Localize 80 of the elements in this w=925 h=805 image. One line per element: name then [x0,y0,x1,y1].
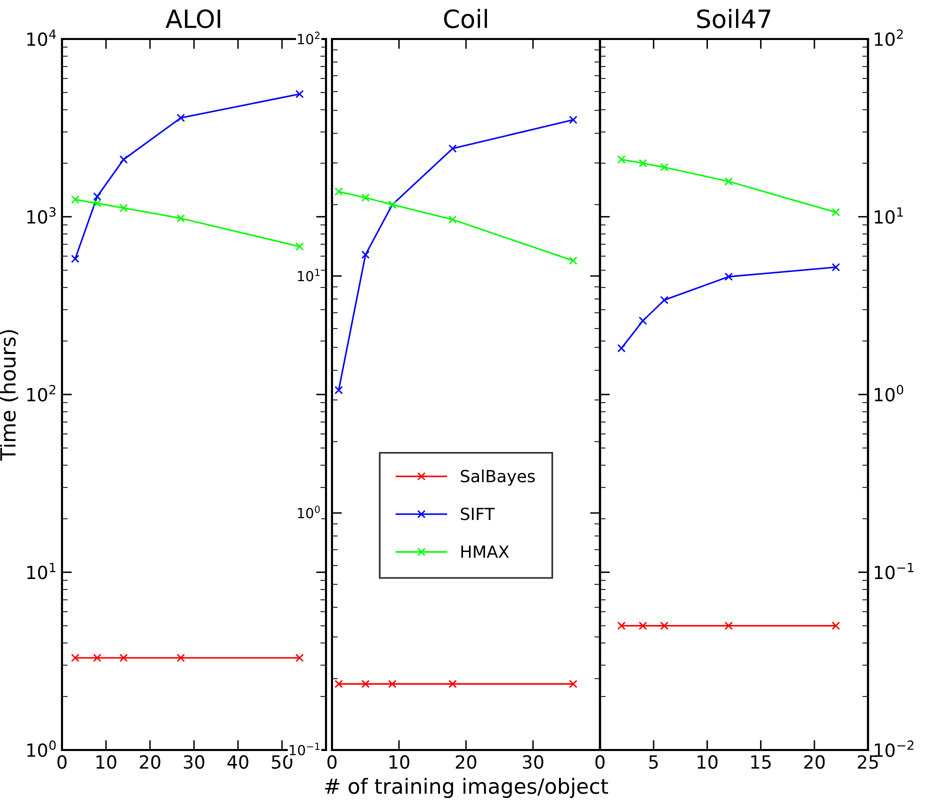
point [119,155,128,164]
point [93,199,102,208]
point [334,187,343,196]
x-tick-label: 25 [858,755,878,769]
point [448,215,457,224]
legend-label: SalBayes [460,470,535,486]
point [569,116,578,124]
point [638,316,648,325]
point [295,654,304,662]
x-tick-label: 40 [227,755,248,769]
y-tick-label: 10$^{3}$ [27,207,56,224]
y-tick-label: 10$^{2}$ [298,32,320,44]
y-tick-label: 10$^{2}$ [27,384,56,402]
point [724,622,733,630]
point [334,386,343,394]
point [724,177,733,186]
point [334,680,343,688]
point [832,622,840,630]
y2-tick-label: 10$^{2}$ [874,29,903,46]
y-axis-title: Time (hours) [0,330,18,461]
point [361,250,370,259]
point [361,194,370,202]
y-tick-label: 10$^{0}$ [298,506,320,518]
y2-tick-label: 10$^{0}$ [874,384,904,402]
point [660,622,668,630]
x-tick-label: 5 [649,755,658,769]
point [93,654,102,662]
point [638,622,648,630]
y-tick-label: 10$^{−1}$ [290,742,320,756]
point [176,114,185,122]
point [448,144,457,153]
legend-label: HMAX [461,546,509,558]
point [176,654,185,662]
point [71,195,80,204]
point [569,256,578,265]
legend-label: SIFT [460,508,495,520]
point [617,155,626,164]
x-tick-label: 30 [522,755,544,769]
y-tick-label: 10$^{4}$ [27,30,56,46]
x-tick-label: 0 [57,755,67,769]
point [638,159,648,168]
y2-tick-label: 10$^{1}$ [874,207,903,224]
x-tick-label: 20 [140,755,160,769]
point [832,263,840,272]
chart-title: Soil47 [697,8,770,28]
point [832,208,840,216]
point [295,242,304,251]
point [176,214,185,222]
point [660,296,668,304]
y-tick-label: 10$^{1}$ [298,268,320,282]
point [93,192,102,201]
x-tick-label: 0 [327,755,337,769]
point [71,654,80,662]
point [724,272,733,281]
point [119,204,128,212]
point [361,680,370,688]
x-tick-label: 0 [595,755,605,769]
point [569,680,578,688]
point [295,90,304,98]
y-tick-label: 10$^{1}$ [27,562,56,580]
point [660,163,668,172]
point [71,254,80,263]
point [448,680,457,688]
x-tick-label: 30 [184,755,204,769]
chart-title: Coil [444,8,487,28]
point [617,344,626,352]
x-tick-label: 15 [751,755,771,769]
x-tick-label: 20 [456,755,476,769]
x-tick-label: 10 [389,755,410,769]
x-tick-label: 20 [804,755,825,769]
x-axis-title: # of training images/object [325,778,608,798]
x-tick-label: 10 [96,755,116,769]
y2-tick-label: 10$^{−2}$ [874,740,914,757]
x-tick-label: 10 [698,755,718,769]
y2-tick-label: 10$^{−1}$ [874,562,914,580]
y-tick-label: 10$^{0}$ [27,740,56,757]
chart-title: ALOI [166,9,220,28]
point [119,654,128,662]
point [388,680,396,688]
point [617,622,626,630]
